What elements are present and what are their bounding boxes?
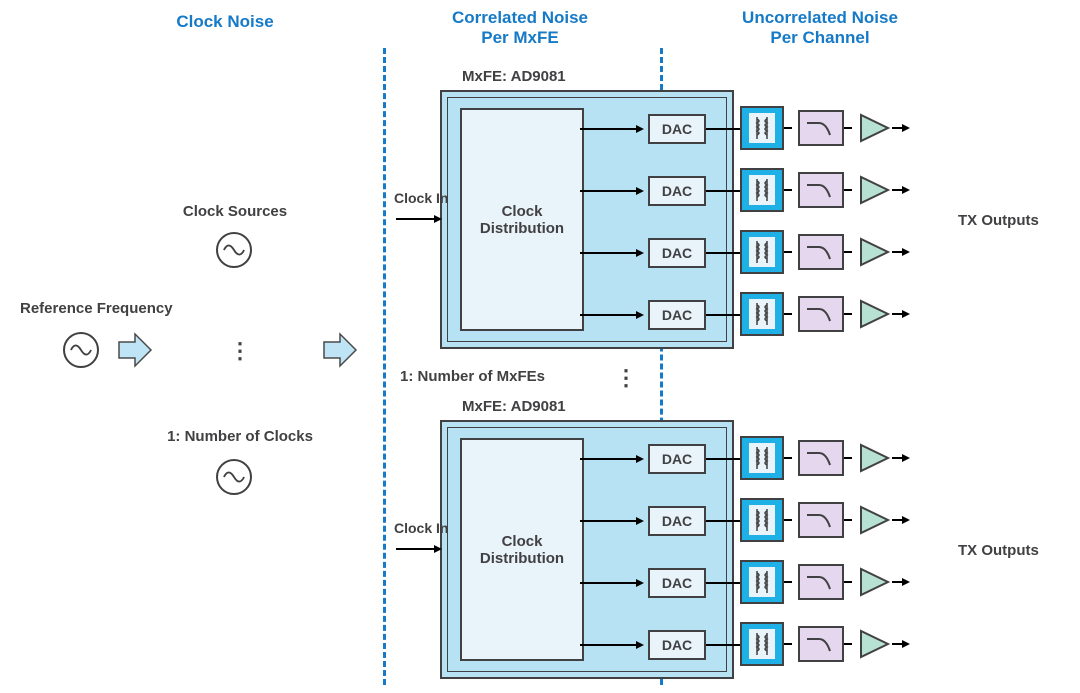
amplifier-icon xyxy=(858,297,892,331)
balun-icon xyxy=(740,230,784,274)
lowpass-filter-icon xyxy=(798,502,844,538)
balun-icon xyxy=(740,498,784,542)
num-mxfe-label: 1: Number of MxFEs xyxy=(400,368,545,385)
output-chain xyxy=(734,562,906,602)
tx-outputs-label: TX Outputs xyxy=(958,542,1039,559)
balun-icon xyxy=(740,292,784,336)
clock-source-oscillator-icon xyxy=(216,232,252,268)
lowpass-filter-icon xyxy=(798,296,844,332)
header-correlated: Correlated Noise Per MxFE xyxy=(430,8,610,48)
signal-line xyxy=(844,189,852,191)
clock-in-arrow-icon xyxy=(396,218,440,220)
output-chain xyxy=(734,500,906,540)
ellipsis-icon: ⋮ xyxy=(615,365,637,391)
signal-line xyxy=(892,251,906,253)
balun-icon xyxy=(740,436,784,480)
lowpass-filter-icon xyxy=(798,110,844,146)
signal-line xyxy=(580,252,642,254)
signal-line xyxy=(844,127,852,129)
output-chain xyxy=(734,438,906,478)
signal-line xyxy=(784,189,792,191)
signal-line xyxy=(784,127,792,129)
signal-line xyxy=(844,643,852,645)
clock-distribution-block: Clock Distribution xyxy=(460,108,584,331)
signal-line xyxy=(784,457,792,459)
lowpass-filter-icon xyxy=(798,440,844,476)
dac-box: DAC xyxy=(648,630,706,660)
dac-box: DAC xyxy=(648,568,706,598)
divider-1 xyxy=(383,48,386,685)
amplifier-icon xyxy=(858,173,892,207)
amplifier-icon xyxy=(858,441,892,475)
signal-line xyxy=(844,457,852,459)
header-uncorrelated: Uncorrelated Noise Per Channel xyxy=(720,8,920,48)
signal-line xyxy=(784,519,792,521)
dac-box: DAC xyxy=(648,114,706,144)
amplifier-icon xyxy=(858,111,892,145)
signal-line xyxy=(580,644,642,646)
num-clocks-label: 1: Number of Clocks xyxy=(155,428,325,445)
mxfe-title: MxFE: AD9081 xyxy=(462,68,566,85)
balun-icon xyxy=(740,622,784,666)
balun-icon xyxy=(740,168,784,212)
signal-line xyxy=(784,251,792,253)
ref-freq-label: Reference Frequency xyxy=(20,300,173,317)
num-clocks-oscillator-icon xyxy=(216,459,252,495)
signal-line xyxy=(844,251,852,253)
clock-in-label: Clock In xyxy=(394,520,448,536)
lowpass-filter-icon xyxy=(798,626,844,662)
lowpass-filter-icon xyxy=(798,234,844,270)
output-chain xyxy=(734,294,906,334)
signal-line xyxy=(844,581,852,583)
signal-line xyxy=(580,128,642,130)
clock-distribution-block: Clock Distribution xyxy=(460,438,584,661)
signal-line xyxy=(892,581,906,583)
amplifier-icon xyxy=(858,235,892,269)
dac-box: DAC xyxy=(648,444,706,474)
balun-icon xyxy=(740,560,784,604)
signal-line xyxy=(580,314,642,316)
signal-line xyxy=(580,520,642,522)
signal-line xyxy=(844,313,852,315)
output-chain xyxy=(734,108,906,148)
ref-freq-oscillator-icon xyxy=(63,332,99,368)
signal-line xyxy=(892,519,906,521)
clock-in-arrow-icon xyxy=(396,548,440,550)
signal-line xyxy=(580,190,642,192)
signal-line xyxy=(892,189,906,191)
dac-box: DAC xyxy=(648,506,706,536)
lowpass-filter-icon xyxy=(798,172,844,208)
clock-sources-label: Clock Sources xyxy=(170,203,300,220)
signal-line xyxy=(784,643,792,645)
header-clock-noise: Clock Noise xyxy=(150,12,300,32)
amplifier-icon xyxy=(858,565,892,599)
lowpass-filter-icon xyxy=(798,564,844,600)
output-chain xyxy=(734,232,906,272)
signal-line xyxy=(892,313,906,315)
signal-line xyxy=(580,582,642,584)
dac-box: DAC xyxy=(648,300,706,330)
amplifier-icon xyxy=(858,627,892,661)
arrow-icon xyxy=(320,330,360,375)
clock-in-label: Clock In xyxy=(394,190,448,206)
dac-box: DAC xyxy=(648,238,706,268)
signal-line xyxy=(580,458,642,460)
signal-line xyxy=(784,581,792,583)
signal-line xyxy=(844,519,852,521)
dac-box: DAC xyxy=(648,176,706,206)
output-chain xyxy=(734,170,906,210)
mxfe-title: MxFE: AD9081 xyxy=(462,398,566,415)
signal-line xyxy=(892,127,906,129)
signal-line xyxy=(892,643,906,645)
tx-outputs-label: TX Outputs xyxy=(958,212,1039,229)
balun-icon xyxy=(740,106,784,150)
signal-line xyxy=(784,313,792,315)
arrow-icon xyxy=(115,330,155,375)
output-chain xyxy=(734,624,906,664)
signal-line xyxy=(892,457,906,459)
ellipsis-icon: ⋮ xyxy=(229,338,251,364)
amplifier-icon xyxy=(858,503,892,537)
